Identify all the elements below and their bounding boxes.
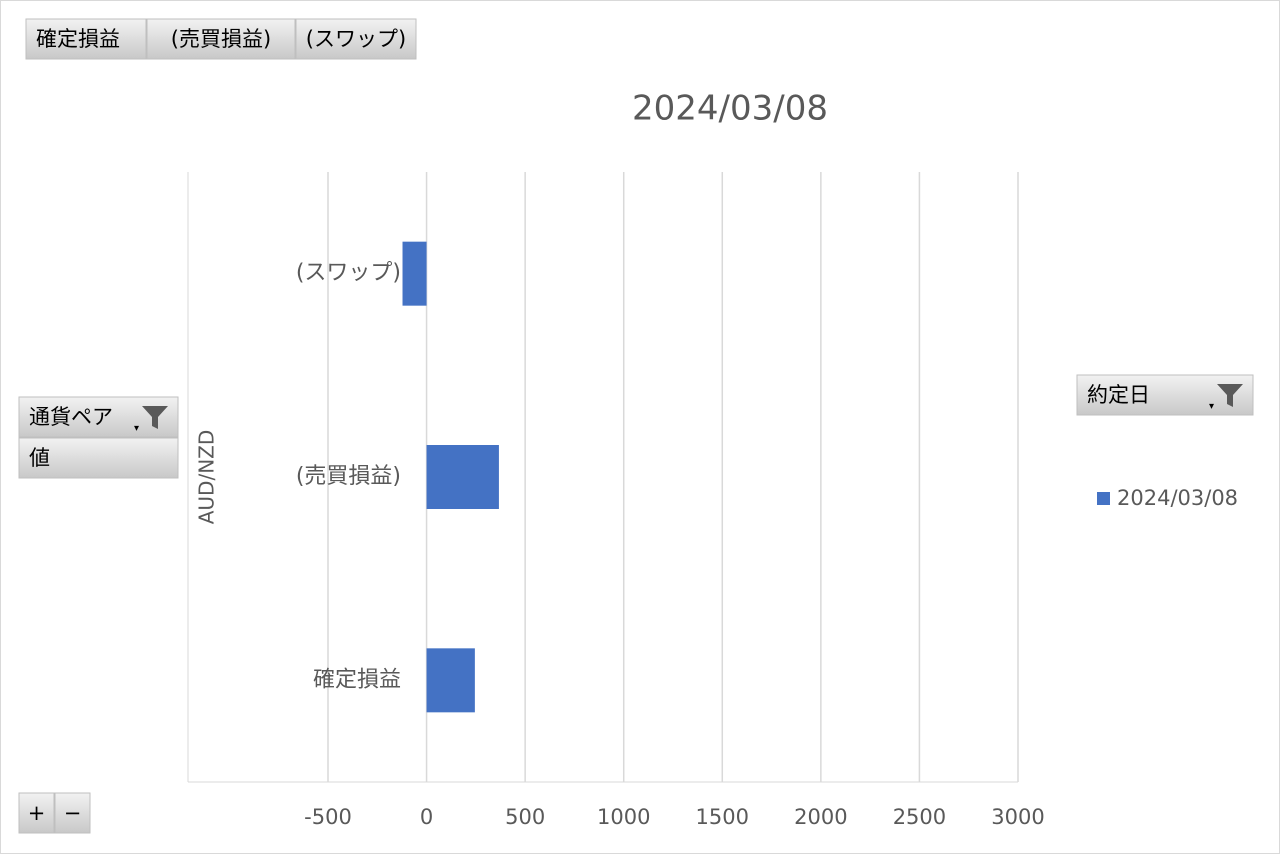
row-field-button-label: 値 <box>29 446 50 470</box>
filter-icon <box>1217 384 1243 407</box>
value-field-button-label: 確定損益 <box>36 27 120 51</box>
value-field-button-label: (スワップ) <box>306 27 406 51</box>
x-tick-label: 1500 <box>696 805 749 829</box>
legend-swatch <box>1097 492 1110 505</box>
zoom-button-label: + <box>28 801 46 825</box>
x-tick-label: 1000 <box>597 805 650 829</box>
x-tick-label: 2500 <box>893 805 946 829</box>
x-tick-label: 500 <box>505 805 545 829</box>
filter-icon <box>142 406 168 429</box>
x-tick-label: 3000 <box>991 805 1044 829</box>
value-field-button[interactable] <box>146 18 296 60</box>
row-field-button-label: 通貨ペア <box>29 405 113 429</box>
value-field-button-label: (売買損益) <box>171 27 271 51</box>
dropdown-arrow: ▾ <box>134 423 139 434</box>
chart-title: 2024/03/08 <box>632 89 828 129</box>
row-field-button[interactable] <box>18 437 179 479</box>
y-tick-label: (売買損益) <box>296 464 401 489</box>
row-field-button[interactable] <box>18 396 179 438</box>
y-tick-label: 確定損益 <box>313 667 401 692</box>
bar <box>426 648 475 713</box>
y-tick-label: (スワップ) <box>296 261 401 286</box>
category-group-label: AUD/NZD <box>195 430 219 525</box>
x-tick-label: -500 <box>304 805 352 829</box>
zoom-button[interactable] <box>18 792 55 834</box>
zoom-button[interactable] <box>54 792 91 834</box>
legend-field-button-label: 約定日 <box>1087 383 1150 407</box>
value-field-button[interactable] <box>295 18 417 60</box>
x-tick-label: 0 <box>420 805 433 829</box>
legend-field-button[interactable] <box>1076 374 1254 416</box>
bar <box>426 445 499 509</box>
value-field-button[interactable] <box>25 18 147 60</box>
x-tick-label: 2000 <box>794 805 847 829</box>
zoom-button-label: − <box>64 801 82 825</box>
dropdown-arrow: ▾ <box>1209 401 1214 412</box>
bar <box>402 241 427 306</box>
legend-label: 2024/03/08 <box>1117 486 1238 510</box>
